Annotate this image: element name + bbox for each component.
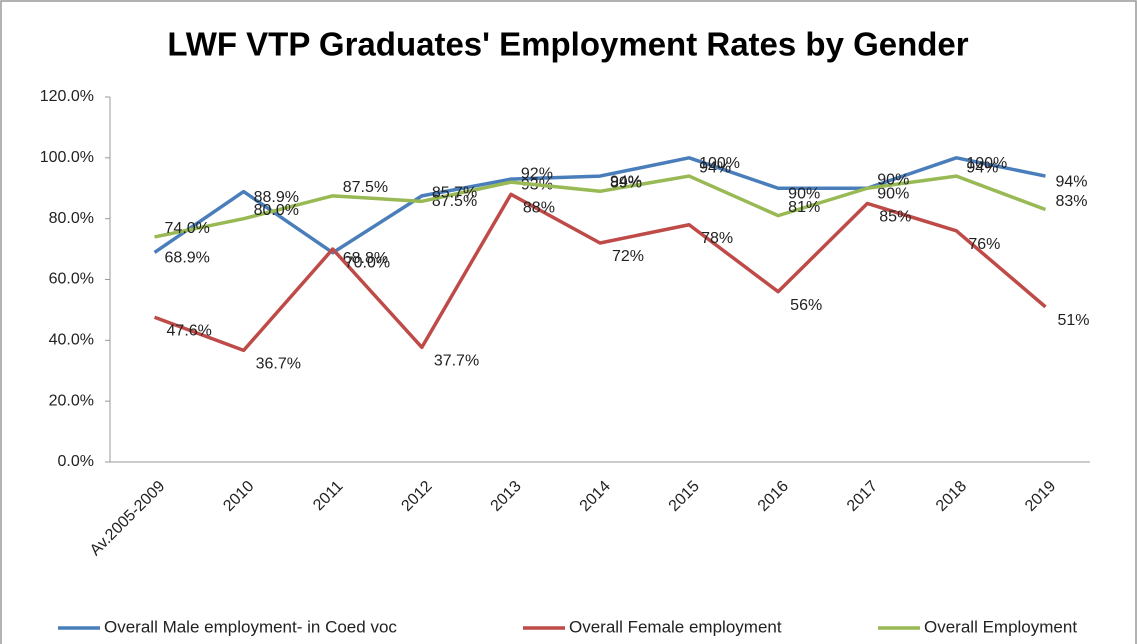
y-tick-label: 80.0% (49, 210, 94, 227)
data-label: 94% (966, 159, 998, 176)
data-label: 94% (699, 159, 731, 176)
y-tick-label: 0.0% (58, 453, 94, 470)
chart-title: LWF VTP Graduates' Employment Rates by G… (167, 26, 968, 63)
legend-label: Overall Male employment- in Coed voc (104, 617, 397, 636)
data-label: 74.0% (165, 220, 210, 237)
y-tick-label: 40.0% (49, 332, 94, 349)
data-label: 88.9% (254, 189, 299, 206)
data-label: 100% (699, 155, 740, 172)
y-tick-label: 60.0% (49, 271, 94, 288)
data-label: 72% (612, 248, 644, 265)
data-label: 56% (790, 297, 822, 314)
data-label: 78% (701, 230, 733, 247)
data-label: 92% (521, 165, 553, 182)
data-label: 87.5% (343, 179, 388, 196)
data-label: 85% (879, 209, 911, 226)
y-tick-label: 20.0% (49, 392, 94, 409)
data-label: 81% (788, 199, 820, 216)
data-label: 100% (966, 155, 1007, 172)
y-tick-label: 100.0% (40, 149, 94, 166)
data-label: 90% (877, 171, 909, 188)
data-label: 85.7% (432, 185, 477, 202)
data-label: 36.7% (256, 356, 301, 373)
data-label: 76% (968, 236, 1000, 253)
data-label: 47.6% (167, 322, 212, 339)
series-line (153, 192, 1047, 353)
data-label: 88% (523, 200, 555, 217)
data-label: 37.7% (434, 353, 479, 370)
data-label: 89% (610, 175, 642, 192)
legend-label: Overall Employment (924, 617, 1077, 636)
data-label: 90% (877, 185, 909, 202)
data-label: 80.0% (254, 202, 299, 219)
series-line (154, 174, 1047, 239)
data-label: 68.8% (343, 250, 388, 267)
series-line (153, 156, 1046, 255)
legend-label: Overall Female employment (569, 617, 782, 636)
data-label: 94% (1055, 173, 1087, 190)
y-tick-label: 120.0% (40, 88, 94, 105)
data-label: 83% (1055, 193, 1087, 210)
data-label: 90% (788, 185, 820, 202)
data-label: 51% (1057, 312, 1089, 329)
data-label: 70.0% (345, 254, 390, 271)
data-label: 68.9% (165, 250, 210, 267)
